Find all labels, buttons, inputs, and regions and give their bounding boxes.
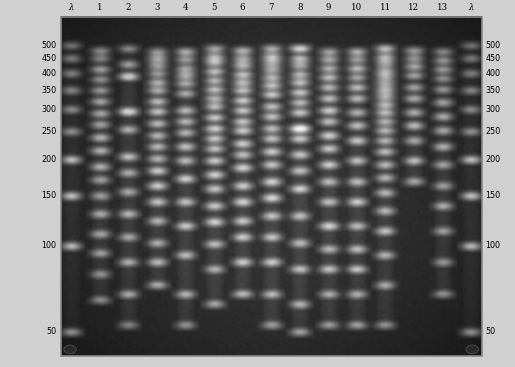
Text: 350: 350 [42, 86, 57, 95]
Text: 400: 400 [486, 69, 501, 78]
Text: 11: 11 [380, 3, 391, 12]
Text: 200: 200 [486, 155, 501, 164]
Circle shape [64, 345, 76, 354]
Text: 5: 5 [211, 3, 217, 12]
Text: 500: 500 [42, 41, 57, 50]
Text: 250: 250 [486, 127, 501, 136]
Text: 10: 10 [351, 3, 363, 12]
Text: 8: 8 [297, 3, 302, 12]
Text: 4: 4 [183, 3, 188, 12]
Text: 12: 12 [408, 3, 419, 12]
Text: 3: 3 [154, 3, 160, 12]
Text: 400: 400 [42, 69, 57, 78]
Text: 100: 100 [486, 241, 501, 250]
Text: 200: 200 [42, 155, 57, 164]
Text: 1: 1 [97, 3, 102, 12]
Text: 500: 500 [486, 41, 501, 50]
Text: 7: 7 [268, 3, 274, 12]
Text: 9: 9 [325, 3, 331, 12]
Text: λ: λ [68, 3, 74, 12]
Bar [61, 17, 482, 356]
Text: 150: 150 [42, 191, 57, 200]
Text: 6: 6 [240, 3, 245, 12]
Text: 300: 300 [42, 105, 57, 114]
Text: 150: 150 [486, 191, 501, 200]
Circle shape [466, 345, 478, 354]
Text: 50: 50 [46, 327, 57, 337]
Text: 13: 13 [437, 3, 448, 12]
Text: 50: 50 [486, 327, 496, 337]
Text: 450: 450 [486, 54, 501, 63]
Text: 100: 100 [42, 241, 57, 250]
Text: λ: λ [468, 3, 474, 12]
Text: 450: 450 [42, 54, 57, 63]
Text: 250: 250 [41, 127, 57, 136]
Text: 350: 350 [486, 86, 501, 95]
Text: 300: 300 [486, 105, 501, 114]
Text: 2: 2 [126, 3, 131, 12]
